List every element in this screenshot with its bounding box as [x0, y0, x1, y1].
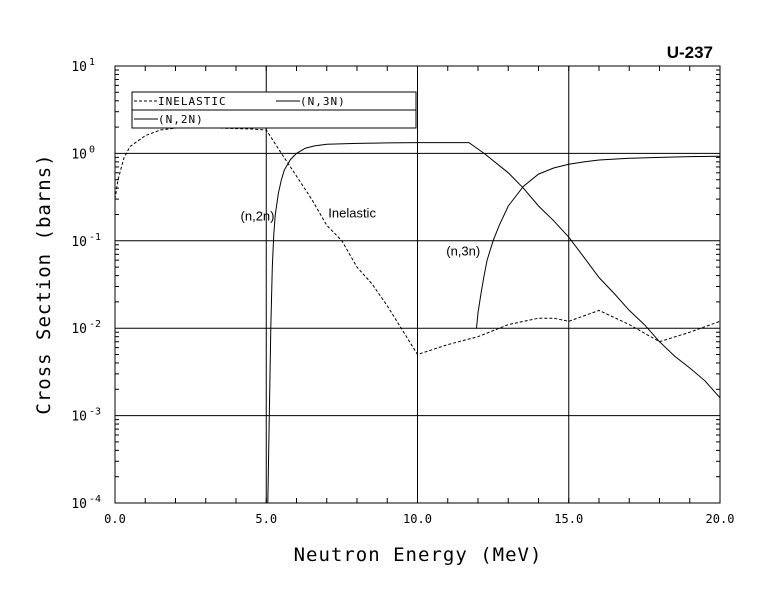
series-line-n-3n: [476, 155, 721, 329]
y-tick-exponent: -1: [89, 232, 101, 243]
y-tick-exponent: -3: [89, 407, 101, 418]
legend: INELASTIC (N,3N) (N,2N): [131, 91, 417, 129]
legend-label: (N,3N): [300, 95, 346, 108]
y-tick-base: 10: [71, 147, 87, 162]
curve-annotation: (n,2n): [241, 209, 275, 224]
x-tick-label: 0.0: [104, 512, 126, 526]
x-tick-label: 20.0: [706, 512, 735, 526]
y-tick-base: 10: [71, 322, 87, 337]
legend-label: INELASTIC: [158, 95, 227, 108]
x-tick-label: 10.0: [403, 512, 432, 526]
grid-layer: [115, 66, 720, 503]
x-axis-label: Neutron Energy (MeV): [294, 544, 543, 566]
y-tick-exponent: 1: [89, 57, 95, 68]
y-axis-label: Cross Section (barns): [33, 153, 55, 414]
series-line-inelastic: [114, 126, 721, 356]
annotation-layer: (n,2n) Inelastic (n,3n): [241, 205, 481, 258]
curve-annotation: Inelastic: [328, 205, 376, 220]
y-tick-exponent: -4: [89, 494, 101, 505]
y-tick-base: 10: [71, 235, 87, 250]
y-tick-base: 10: [71, 497, 87, 512]
y-tick-exponent: -2: [89, 319, 101, 330]
series-layer: [114, 126, 721, 504]
series-line-n-2n: [267, 142, 721, 504]
legend-label: (N,2N): [158, 113, 204, 126]
x-tick-label: 5.0: [255, 512, 277, 526]
x-tick-label: 15.0: [554, 512, 583, 526]
y-tick-base: 10: [71, 60, 87, 75]
y-tick-exponent: 0: [89, 144, 95, 155]
curve-annotation: (n,3n): [446, 243, 480, 258]
chart-title: U-237: [667, 43, 713, 62]
y-tick-base: 10: [71, 410, 87, 425]
